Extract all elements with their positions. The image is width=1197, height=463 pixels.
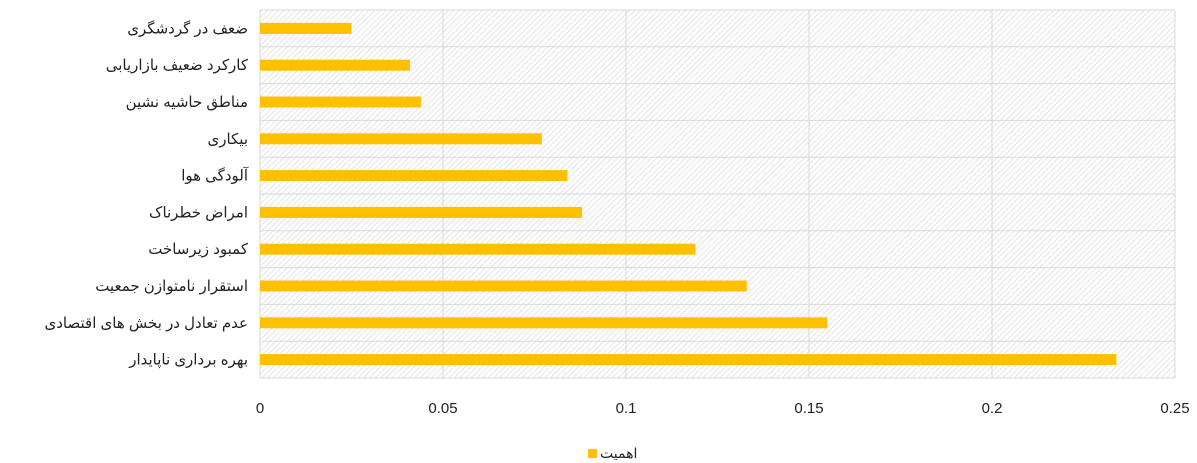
- bar: [260, 280, 747, 292]
- category-label: ضعف در گردشگری: [127, 19, 248, 37]
- category-label: بیکاری: [207, 131, 248, 148]
- category-label: عدم تعادل در بخش های اقتصادی: [45, 315, 249, 332]
- x-tick-label: 0.1: [616, 400, 637, 417]
- bar: [260, 206, 583, 218]
- x-tick-label: 0.2: [982, 400, 1003, 417]
- bar: [260, 243, 696, 255]
- gridlines: [259, 9, 1176, 379]
- category-label: مناطق حاشیه نشین: [126, 94, 248, 111]
- x-tick-label: 0: [256, 400, 264, 417]
- x-axis-tick-labels: 0 0.05 0.1 0.15 0.2 0.25: [256, 400, 1190, 417]
- legend-swatch: [588, 449, 597, 458]
- category-label: امراض خطرناک: [149, 204, 248, 221]
- bar: [260, 317, 828, 329]
- bar: [260, 59, 411, 71]
- legend: اهمیت: [588, 445, 637, 461]
- bar: [260, 22, 352, 34]
- bars-group: [260, 22, 1117, 366]
- x-tick-label: 0.25: [1160, 400, 1189, 417]
- x-tick-label: 0.05: [428, 400, 457, 417]
- bar: [260, 354, 1117, 366]
- category-labels: ضعف در گردشگری کارکرد ضعیف بازاریابی مناطق…: [45, 19, 249, 369]
- category-label: بهره برداری ناپایدار: [128, 352, 248, 370]
- bar: [260, 133, 542, 145]
- legend-label: اهمیت: [600, 445, 637, 461]
- x-tick-label: 0.15: [794, 400, 823, 417]
- category-label: کمبود زیرساخت: [148, 241, 249, 258]
- bar: [260, 96, 422, 108]
- bar: [260, 170, 568, 182]
- category-label: آلودگی هوا: [181, 167, 249, 185]
- category-label: کارکرد ضعیف بازاریابی: [106, 57, 249, 74]
- category-label: استقرار نامتوازن جمعیت: [95, 278, 248, 295]
